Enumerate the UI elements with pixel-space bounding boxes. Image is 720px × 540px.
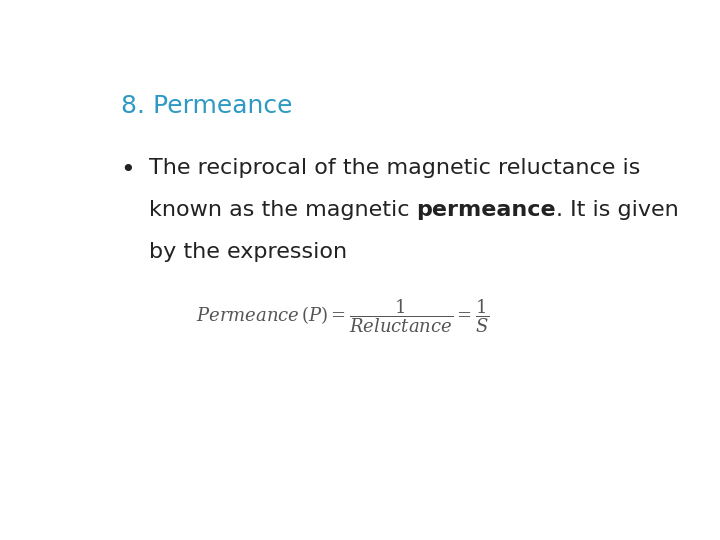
Text: •: • [121,158,135,183]
Text: 8. Permeance: 8. Permeance [121,94,292,118]
Text: permeance: permeance [416,200,556,220]
Text: by the expression: by the expression [148,241,347,261]
Text: $\mathit{Permeance\,(P)} = \dfrac{1}{\mathit{Reluctance}} = \dfrac{1}{\mathit{S}: $\mathit{Permeance\,(P)} = \dfrac{1}{\ma… [196,298,490,335]
Text: . It is given: . It is given [556,200,678,220]
Text: known as the magnetic: known as the magnetic [148,200,416,220]
Text: The reciprocal of the magnetic reluctance is: The reciprocal of the magnetic reluctanc… [148,158,640,178]
